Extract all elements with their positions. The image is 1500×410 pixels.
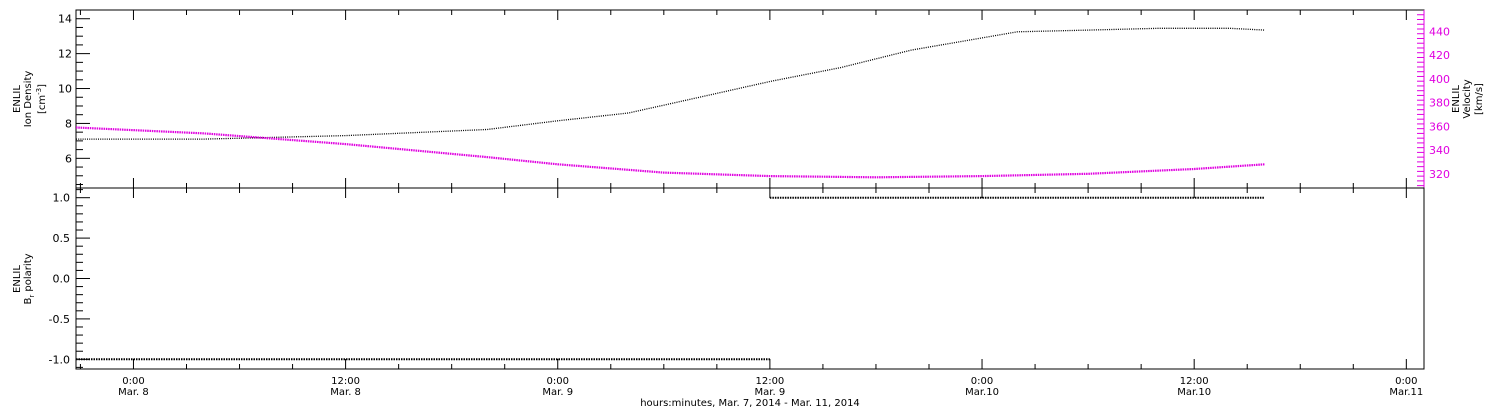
left-axis-label-bottom: ENLIL Br polarity (12, 253, 36, 304)
x-tick-label-date: Mar. 8 (330, 387, 361, 398)
x-tick-label-date: Mar.10 (965, 387, 999, 398)
x-tick-label-time: 12:00 (1180, 376, 1209, 387)
polarity-tick-label: -0.5 (49, 313, 70, 326)
x-tick-label-date: Mar.10 (1177, 387, 1211, 398)
right-label-unit: [km/s] (1474, 83, 1485, 115)
polarity-rest: polarity (23, 253, 34, 294)
velocity-tick-label: 340 (1429, 144, 1450, 157)
x-tick-label-date: Mar.11 (1389, 387, 1423, 398)
x-tick-label-time: 0:00 (122, 376, 144, 387)
x-tick-label-date: Mar. 9 (755, 387, 786, 398)
top-panel-frame (75, 9, 1425, 189)
left-label-top-line1: ENLIL (12, 85, 23, 113)
x-tick-label-time: 12:00 (331, 376, 360, 387)
velocity-tick-label: 380 (1429, 97, 1450, 110)
density-series-line (76, 27, 1265, 140)
polarity-sub: r (28, 295, 36, 298)
right-label-line1: ENLIL (1451, 85, 1462, 113)
density-tick-label: 14 (58, 13, 72, 26)
unit-exponent: -3 (35, 88, 43, 95)
bottom-panel-frame (75, 187, 1425, 370)
polarity-tick-label: 0.5 (53, 232, 71, 245)
x-tick-label-time: 0:00 (547, 376, 569, 387)
left-label-bottom-line2: Br polarity (23, 253, 36, 304)
density-tick-label: 6 (65, 152, 72, 165)
x-tick-label-date: Mar. 9 (542, 387, 573, 398)
polarity-panel: -1.0 -0.5 0.0 0.5 1.0 (49, 187, 1425, 370)
right-axis-label-top: ENLIL Velocity [km/s] (1451, 79, 1485, 118)
left-axis-label-top: ENLIL Ion Density [cm-3] (12, 71, 48, 128)
density-tick-label: 10 (58, 83, 72, 96)
velocity-tick-label: 440 (1429, 25, 1450, 38)
x-tick-label-time: 0:00 (971, 376, 993, 387)
right-label-line2: Velocity (1462, 79, 1473, 118)
density-tick-label: 12 (58, 48, 72, 61)
left-label-bottom-line1: ENLIL (12, 265, 23, 293)
velocity-tick-label: 320 (1429, 168, 1450, 181)
polarity-tick-label: 1.0 (53, 192, 71, 205)
left-label-top-unit: [cm-3] (35, 84, 48, 114)
density-velocity-panel: 6 8 10 12 14 320 340 360 380 400 420 440 (58, 9, 1450, 189)
unit-close: ] (37, 84, 48, 88)
x-axis-title: hours:minutes, Mar. 7, 2014 - Mar. 11, 2… (640, 398, 860, 409)
velocity-tick-label: 400 (1429, 73, 1450, 86)
x-tick-label-time: 0:00 (1395, 376, 1417, 387)
polarity-tick-label: 0.0 (53, 273, 71, 286)
left-label-top-line2: Ion Density (23, 71, 34, 128)
polarity-tick-label: -1.0 (49, 353, 70, 366)
velocity-tick-label: 360 (1429, 120, 1450, 133)
x-tick-label-date: Mar. 8 (118, 387, 149, 398)
density-tick-label: 8 (65, 117, 72, 130)
polarity-b: B (23, 298, 34, 305)
x-tick-label-time: 12:00 (755, 376, 784, 387)
velocity-series-line (75, 126, 1265, 179)
velocity-tick-label: 420 (1429, 49, 1450, 62)
unit-open: [cm (37, 95, 48, 114)
